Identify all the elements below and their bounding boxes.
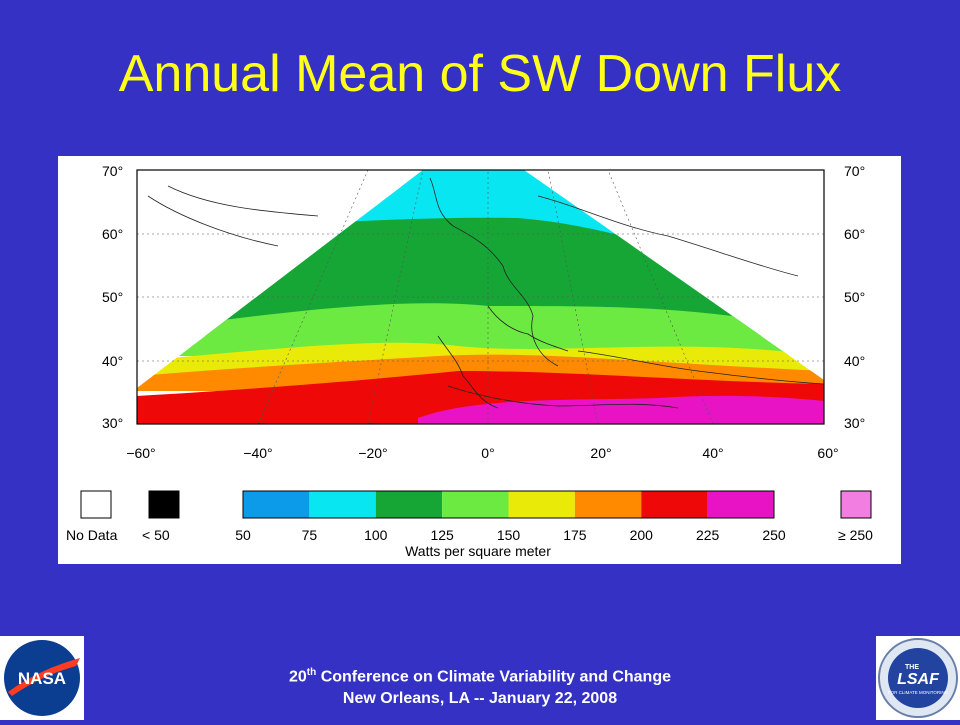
- lon-axis: −60° −40° −20° 0° 20° 40° 60°: [126, 445, 838, 461]
- lon-label: 60°: [817, 445, 838, 461]
- colorbar-segment: [243, 491, 310, 518]
- above-250-swatch: [840, 490, 872, 519]
- colorbar-tick-label: 250: [762, 527, 786, 543]
- colorbar-segment: [442, 491, 509, 518]
- colorbar-tick-label: 225: [696, 527, 720, 543]
- band-northern-cyan: [398, 170, 528, 202]
- colorbar-tick-label: 75: [302, 527, 318, 543]
- colorbar-tick-label: 50: [235, 527, 251, 543]
- lat-label: 50°: [844, 289, 865, 305]
- lat-axis-right: 70° 60° 50° 40° 30°: [844, 163, 865, 431]
- lat-label: 70°: [102, 163, 123, 179]
- lat-label: 50°: [102, 289, 123, 305]
- lat-label: 60°: [102, 226, 123, 242]
- lsa-saf-logo: THE LSAF FOR CLIMATE MONITORING: [876, 636, 960, 720]
- colorbar-units: Watts per square meter: [405, 543, 551, 559]
- graticule: [137, 170, 824, 424]
- lat-label: 60°: [844, 226, 865, 242]
- colorbar-tick-labels: 50 75 100 125 150 175 200 225 250: [235, 527, 786, 543]
- above-250-label: ≥ 250: [838, 527, 873, 543]
- lsa-saf-logo-sub-text: FOR CLIMATE MONITORING: [888, 690, 949, 695]
- footer-line-2: New Orleans, LA -- January 22, 2008: [342, 690, 618, 708]
- colorbar-segment: [641, 491, 708, 518]
- colorbar-segment: [375, 491, 443, 518]
- legend-labels: No Data < 50 ≥ 250: [66, 527, 873, 543]
- colorbar-frame: [242, 490, 775, 519]
- footer: 20th Conference on Climate Variability a…: [180, 662, 780, 710]
- lat-axis-left: 70° 60° 50° 40° 30°: [102, 163, 123, 431]
- colorbar-segment: [574, 491, 642, 518]
- ordinal-suffix: th: [306, 667, 317, 678]
- colorbar-segment: [508, 491, 575, 518]
- colorbar-segment: [707, 491, 774, 518]
- plot-frame: [136, 169, 825, 425]
- colorbar-tick-label: 200: [630, 527, 654, 543]
- conference-name: Conference on Climate Variability and Ch…: [316, 668, 671, 686]
- no-data-swatch: [80, 490, 112, 519]
- lat-label: 30°: [102, 415, 123, 431]
- lat-label: 70°: [844, 163, 865, 179]
- footer-line-1: 20th Conference on Climate Variability a…: [180, 662, 780, 688]
- colorbar-segment: [309, 491, 376, 518]
- band-225-250: [418, 395, 824, 424]
- nasa-logo: NASA: [0, 636, 84, 720]
- coastlines: [147, 177, 824, 409]
- flux-map: 70° 60° 50° 40° 30° 70° 60° 50° 40° 30° …: [66, 163, 873, 559]
- colorbar-tick-label: 100: [364, 527, 388, 543]
- lon-label: 20°: [590, 445, 611, 461]
- lsa-saf-logo-icon: THE LSAF FOR CLIMATE MONITORING: [878, 638, 958, 718]
- below-50-swatch: [148, 490, 180, 519]
- lat-label: 40°: [102, 353, 123, 369]
- lon-label: 40°: [702, 445, 723, 461]
- no-data-label: No Data: [66, 527, 118, 543]
- conference-number: 20: [289, 668, 307, 686]
- nasa-logo-icon: NASA: [4, 640, 80, 716]
- nasa-logo-text: NASA: [18, 669, 66, 688]
- lat-label: 30°: [844, 415, 865, 431]
- lon-label: −40°: [243, 445, 272, 461]
- band-125-150: [137, 303, 824, 356]
- colorbar-tick-label: 125: [430, 527, 454, 543]
- lat-label: 40°: [844, 353, 865, 369]
- lon-label: 0°: [481, 445, 494, 461]
- lsa-saf-logo-top-text: THE: [905, 664, 919, 671]
- colorbar: [242, 490, 775, 519]
- slide-title: Annual Mean of SW Down Flux: [118, 45, 842, 103]
- lsa-saf-logo-main-text: LSAF: [897, 671, 940, 688]
- lon-label: −20°: [358, 445, 387, 461]
- colorbar-tick-label: 175: [563, 527, 587, 543]
- colorbar-tick-label: 150: [497, 527, 521, 543]
- below-50-label: < 50: [142, 527, 170, 543]
- lon-label: −60°: [126, 445, 155, 461]
- map-panel: 70° 60° 50° 40° 30° 70° 60° 50° 40° 30° …: [58, 156, 901, 564]
